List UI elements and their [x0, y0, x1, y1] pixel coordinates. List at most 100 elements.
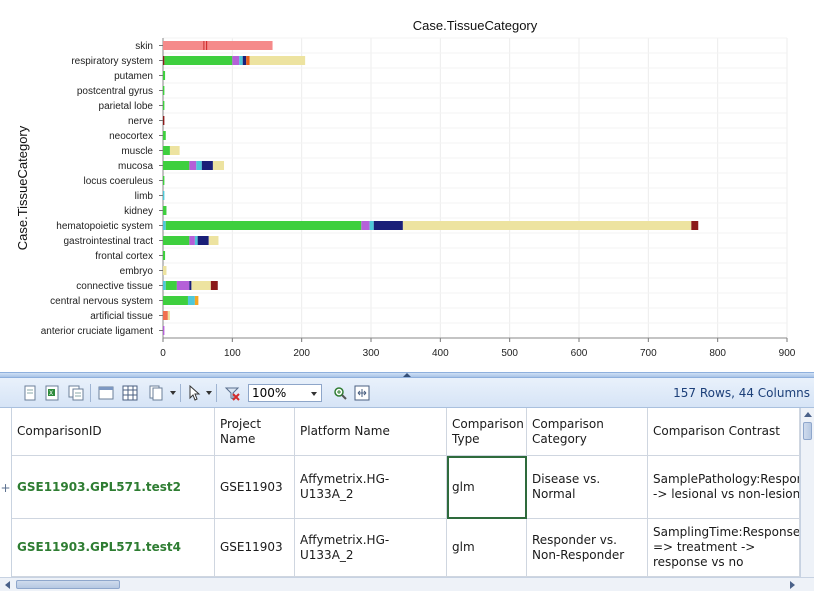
- x-tick-label: 700: [640, 348, 657, 359]
- header-project-name[interactable]: Project Name: [215, 408, 295, 456]
- table-cell[interactable]: Responder vs. Non-Responder: [527, 519, 648, 577]
- vertical-scrollbar[interactable]: [800, 408, 814, 577]
- header-comparison-id[interactable]: ComparisonID: [12, 408, 215, 456]
- copy-table-icon[interactable]: [68, 385, 84, 401]
- table-cell[interactable]: GSE11903: [215, 519, 295, 577]
- table-cell[interactable]: Affymetrix.HG-U133A_2: [295, 519, 447, 577]
- x-tick-label: 0: [160, 348, 166, 359]
- splitter-collapse-icon[interactable]: [403, 373, 411, 377]
- chart-title: Case.TissueCategory: [413, 18, 538, 33]
- bar-segment: [163, 146, 170, 155]
- y-tick-label: postcentral gyrus: [77, 86, 153, 97]
- bar-segment: [163, 221, 166, 230]
- bar-segment: [369, 221, 374, 230]
- table-cell[interactable]: GSE11903: [215, 456, 295, 519]
- x-tick-label: 100: [224, 348, 241, 359]
- table-cell[interactable]: SamplingTime:Response => treatment -> re…: [648, 519, 800, 577]
- new-document-icon[interactable]: [22, 385, 38, 401]
- bar-segment: [242, 56, 247, 65]
- x-tick-label: 400: [432, 348, 449, 359]
- header-comparison-category[interactable]: Comparison Category: [527, 408, 648, 456]
- horizontal-scroll-thumb[interactable]: [16, 580, 120, 589]
- scroll-right-icon[interactable]: [790, 581, 795, 589]
- y-tick-label: frontal cortex: [95, 251, 153, 262]
- table-cell[interactable]: glm: [447, 456, 527, 519]
- y-tick-label: anterior cruciate ligament: [41, 326, 153, 337]
- bar-segment: [163, 206, 167, 215]
- zoom-select[interactable]: 100%: [248, 384, 322, 402]
- bar-segment: [208, 236, 219, 245]
- grid-view-icon[interactable]: [122, 385, 138, 401]
- table-cell[interactable]: GSE11903.GPL571.test4: [12, 519, 215, 577]
- bar-segment: [163, 266, 167, 275]
- bar-segment: [239, 56, 243, 65]
- bar-segment: [361, 221, 370, 230]
- bar-segment: [164, 56, 233, 65]
- table-cell[interactable]: Affymetrix.HG-U133A_2: [295, 456, 447, 519]
- grid-toolbar: X 100% 157 Rows, 44 Columns: [0, 378, 814, 408]
- zoom-in-icon[interactable]: [332, 385, 348, 401]
- excel-export-icon[interactable]: X: [44, 385, 60, 401]
- fit-to-window-icon[interactable]: [354, 385, 370, 401]
- y-tick-label: mucosa: [118, 161, 153, 172]
- pages-icon[interactable]: [148, 385, 164, 401]
- row-handle[interactable]: +: [0, 456, 12, 519]
- header-row-handle[interactable]: [0, 408, 12, 456]
- horizontal-scrollbar[interactable]: [0, 577, 814, 591]
- bar-segment: [402, 221, 692, 230]
- data-grid: + ComparisonID Project Name Platform Name Co…: [0, 408, 814, 577]
- bar-segment: [169, 146, 180, 155]
- bar-segment: [207, 41, 273, 50]
- scroll-left-icon[interactable]: [5, 581, 10, 589]
- y-tick-label: skin: [135, 41, 153, 52]
- clear-filter-icon[interactable]: [224, 385, 240, 401]
- bar-segment: [165, 281, 177, 290]
- bar-segment: [196, 161, 202, 170]
- bar-segment: [163, 326, 165, 335]
- row-handle[interactable]: [0, 519, 12, 577]
- bar-chart: Case.TissueCategory Case.TissueCategory 0 1…: [15, 18, 796, 359]
- y-tick-label: muscle: [121, 146, 153, 157]
- chart-panel: Case.TissueCategory Case.TissueCategory 0 1…: [15, 18, 796, 359]
- y-tick-label: limb: [135, 191, 154, 202]
- chevron-down-icon[interactable]: [170, 391, 176, 395]
- bar-segment: [210, 281, 218, 290]
- y-tick-label: parietal lobe: [99, 101, 154, 112]
- y-tick-label: artificial tissue: [90, 311, 153, 322]
- bar-segment: [163, 176, 165, 185]
- bar-segment: [163, 251, 166, 260]
- table-cell[interactable]: SamplePathology:Response -> lesional vs …: [648, 456, 800, 519]
- window-icon[interactable]: [98, 385, 114, 401]
- table-cell[interactable]: GSE11903.GPL571.test2: [12, 456, 215, 519]
- y-axis-label: Case.TissueCategory: [15, 125, 30, 250]
- bar-segment: [163, 311, 168, 320]
- bar-segment: [163, 191, 165, 200]
- bar-segment: [205, 41, 208, 50]
- scroll-up-icon[interactable]: [804, 412, 812, 417]
- bar-segment: [203, 41, 205, 50]
- table-cell[interactable]: glm: [447, 519, 527, 577]
- y-tick-label: locus coeruleus: [84, 176, 153, 187]
- bar-segment: [194, 296, 199, 305]
- bar-segment: [163, 86, 165, 95]
- panel-splitter[interactable]: [0, 372, 814, 378]
- bar-segment: [176, 281, 190, 290]
- bar-segment: [163, 296, 188, 305]
- table-cell[interactable]: Disease vs. Normal: [527, 456, 648, 519]
- y-tick-label: respiratory system: [71, 56, 153, 67]
- bar-segment: [163, 131, 166, 140]
- header-comparison-contrast[interactable]: Comparison Contrast: [648, 408, 800, 456]
- x-tick-label: 800: [709, 348, 726, 359]
- header-platform-name[interactable]: Platform Name: [295, 408, 447, 456]
- y-tick-label: embryo: [120, 266, 154, 277]
- bar-segment: [197, 236, 209, 245]
- chevron-down-icon[interactable]: [206, 391, 212, 395]
- y-tick-label: kidney: [124, 206, 153, 217]
- y-tick-label: central nervous system: [50, 296, 153, 307]
- y-tick-label: neocortex: [109, 131, 153, 142]
- bar-segment: [373, 221, 403, 230]
- vertical-scroll-thumb[interactable]: [803, 422, 812, 440]
- pointer-icon[interactable]: [186, 384, 202, 401]
- bar-segment: [191, 281, 211, 290]
- header-comparison-type[interactable]: Comparison Type: [447, 408, 527, 456]
